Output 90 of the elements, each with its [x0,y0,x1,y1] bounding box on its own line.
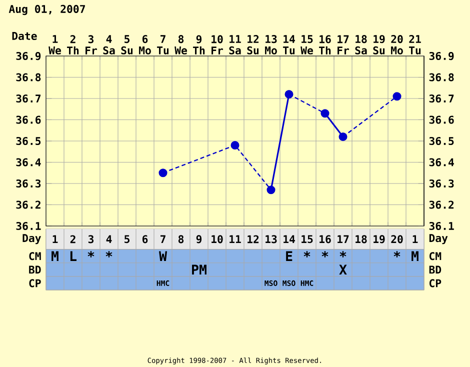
y2-tick-label: 36.5 [429,136,454,146]
point [266,186,276,194]
x-tick-label: 19 Su [373,35,385,54]
text: * [304,251,310,258]
x-tick-label: 3 [88,235,94,244]
text: W [158,251,168,261]
y-tick-label: 36.3 [16,179,41,188]
y-tick-label: 36.8 [16,73,41,82]
x-tick-label: 8 We [174,35,187,54]
point [392,92,402,101]
y2-tick-label: 36.8 [429,73,454,82]
x-tick-label: 12 [248,235,259,244]
x-tick-label: 7 Tu [157,35,169,54]
y2-tick-label: CM [430,252,442,260]
y-tick-label: 36.5 [16,136,41,146]
point [158,168,168,178]
x-tick-label: 3 Fr [86,35,97,54]
x-tick-label: 6 Mo [139,35,151,54]
x-tick-label: 2 [70,235,76,244]
text: M [52,251,58,261]
x-tick-label: 14 Tu [283,35,295,54]
x-tick-label: 16 [320,235,331,244]
x-tick-label: 5 Su [121,35,133,54]
text: E [286,251,292,261]
x-tick-label: 6 [142,235,148,244]
x-tick-label: 5 [124,235,130,244]
chart-title: Aug 01, 2007 [8,4,85,16]
x-tick-label: 18 Sa [355,35,367,54]
x-tick-label: 17 Fr [338,35,350,54]
x-tick-label: 1 [52,235,58,244]
y2-tick-label: 36.9 [429,52,454,60]
y2-tick-label: BD [429,266,442,274]
x-tick-label: 20 [391,235,403,244]
y2-tick-label: 36.4 [429,158,454,166]
x-tick-label: 7 [160,235,166,244]
y-tick-label: BD [29,266,41,274]
x-tick-label: 11 Sa [229,35,241,54]
point [284,90,294,99]
x-tick-label: 20 Mo [391,35,403,54]
x-tick-label: 14 [284,235,295,244]
y-tick-label: 36.6 [16,116,41,124]
y2-tick-label: 36.6 [429,116,454,124]
x-tick-label: 18 [356,235,367,244]
y-tick-label: CP [29,279,41,288]
x-tick-label: 15 [302,235,313,244]
x-tick-label: 1 We [48,35,61,54]
text: PM [192,264,206,275]
x-tick-label: 12 Su [247,35,259,54]
x-tick-label: 15 We [300,35,313,54]
y2-tick-label: 36.3 [429,179,454,188]
x-tick-label: 17 [338,235,349,244]
x-tick-label: 8 [178,235,184,244]
text: * [88,251,94,258]
text: M [412,251,418,261]
x-tick-label: 10 [212,235,223,244]
x-tick-label: 13 Mo [265,35,277,54]
y2-tick-label: 36.2 [429,200,454,209]
point [320,109,330,118]
x-tick-label: 16 Th [319,35,331,54]
text: * [106,251,112,258]
x-tick-label: 10 Fr [212,35,224,54]
text: * [394,251,400,258]
x-tick-label: 19 [374,235,385,244]
x-tick-label: 21 Tu [409,35,421,54]
text: X [339,264,347,275]
y-tick-label: CM [29,252,41,260]
x-tick-label: 13 [266,235,277,244]
x-axis-title: Day [22,234,41,244]
text: * [340,251,346,258]
y2-tick-label: 36.1 [429,222,454,230]
y-tick-label: 36.7 [16,94,40,103]
x-tick-label: 9 [196,235,202,244]
y-tick-label: 36.9 [16,52,41,60]
point [230,140,240,150]
y-tick-label: 36.4 [16,158,41,166]
text: * [322,251,328,258]
y2-tick-label: 36.7 [429,94,454,103]
x-tick-label: 9 Th [193,35,205,54]
x-tick-label: 4 [106,235,112,244]
y-tick-label: 36.1 [16,222,41,230]
y-tick-label: 36.2 [16,200,40,209]
x-tick-label: 2 Th [67,35,79,54]
point [338,132,348,142]
text: L [70,251,76,261]
x-tick-label: 4 Sa [103,35,115,54]
x-tick-label: 1 [412,235,418,244]
y2-tick-label: CP [430,279,442,288]
text: Day [429,234,448,244]
x-axis-title: Date [12,32,37,40]
x-tick-label: 11 [230,235,241,244]
